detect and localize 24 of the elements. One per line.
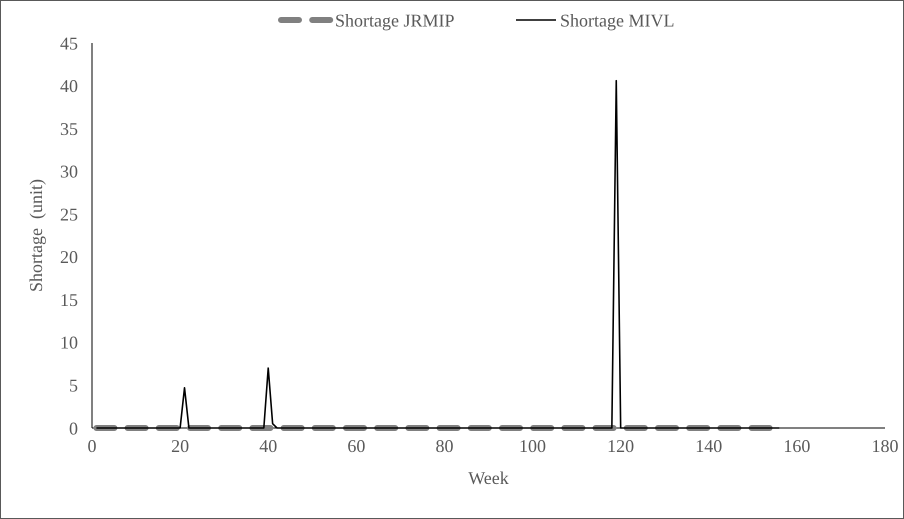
x-tick-label: 180 [872,436,898,456]
y-tick-label: 5 [69,376,78,396]
y-tick-label: 40 [60,76,78,96]
y-tick-label: 0 [69,418,78,438]
x-tick-label: 60 [347,436,366,456]
x-tick-label: 100 [519,436,546,456]
y-axis-title: Shortage (unit) [26,179,46,292]
y-tick-label: 20 [60,247,78,268]
y-tick-label: 10 [60,332,78,353]
x-tick-label: 80 [435,436,454,456]
x-tick-label: 160 [783,436,810,456]
x-axis-title: Week [468,468,509,488]
x-tick-label: 40 [259,436,278,456]
y-tick-label: 45 [60,33,78,54]
y-tick-label: 25 [60,204,78,224]
y-tick-label: 30 [60,162,78,182]
y-tick-label: 35 [60,118,78,139]
x-tick-label: 140 [695,436,722,456]
x-tick-label: 120 [607,436,634,456]
x-tick-label: 0 [88,436,96,456]
legend-label: Shortage MIVL [560,10,674,30]
legend-label: Shortage JRMIP [335,10,455,30]
x-tick-label: 20 [171,436,190,456]
y-tick-label: 15 [60,290,78,310]
